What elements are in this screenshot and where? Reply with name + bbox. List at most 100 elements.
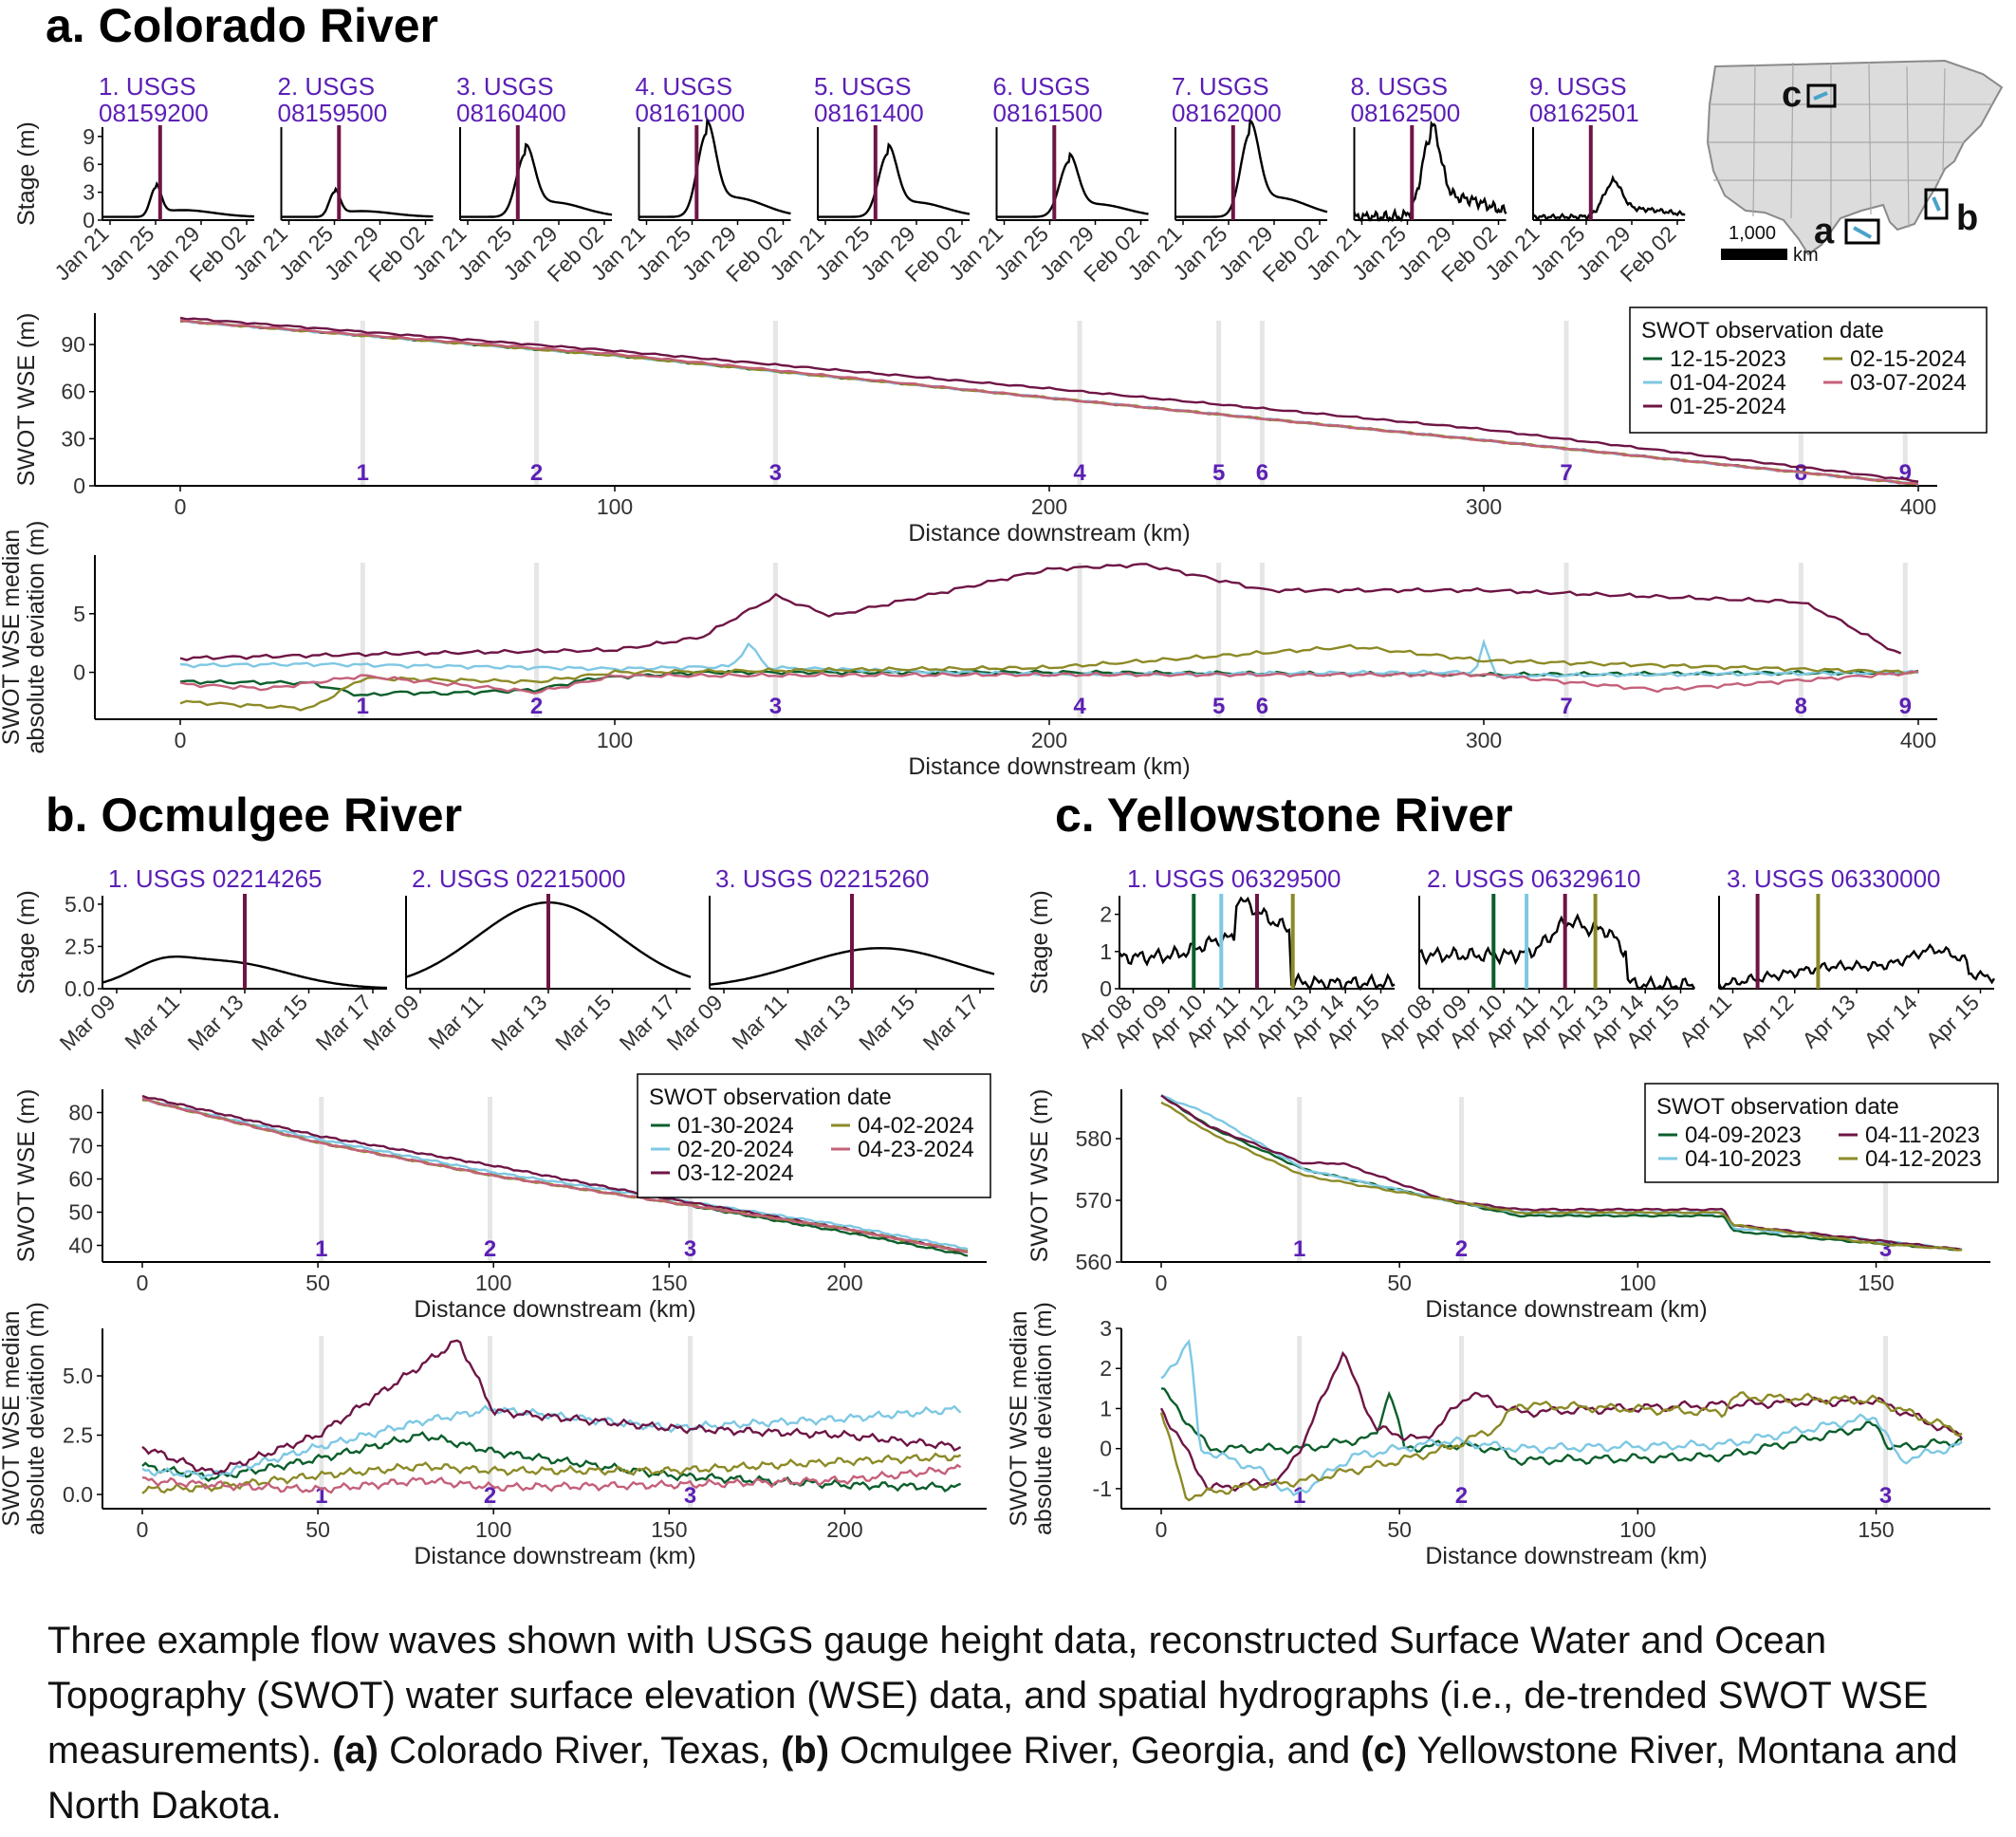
c-stage-1-ytick-label: 2	[1100, 902, 1112, 927]
panel-c-title: c. Yellowstone River	[1055, 789, 1513, 842]
c-mad-gauge-num-1: 1	[1293, 1483, 1305, 1509]
b-stage-1-ytick-label: 0.0	[65, 976, 95, 1001]
c-mad-xtick-label: 150	[1858, 1517, 1894, 1542]
a-mad-series-01-25-2024	[179, 563, 1902, 661]
c-mad-xlabel: Distance downstream (km)	[1425, 1543, 1707, 1569]
a-wse-ytick-label: 60	[61, 380, 85, 404]
a-mad-gauge-num-4: 4	[1073, 694, 1086, 719]
a-gauge-label-2: 2. USGS	[278, 72, 376, 101]
panel-b-title: b. Ocmulgee River	[46, 789, 462, 842]
a-mad-gauge-num-3: 3	[769, 694, 782, 719]
caption-text: Three example flow waves shown with USGS…	[47, 1620, 1929, 1772]
a-gauge-id-3: 08160400	[456, 99, 566, 127]
b-mad-xtick-label: 50	[305, 1517, 330, 1542]
map-label-c: c	[1782, 75, 1802, 115]
a-mad-series-03-07-2024	[179, 670, 1919, 695]
a-wse-gauge-num-7: 7	[1560, 460, 1572, 486]
c-wse-xtick-label: 150	[1858, 1271, 1894, 1295]
a-mad-xtick-label: 200	[1031, 728, 1067, 752]
a-wse-xtick-label: 400	[1900, 494, 1936, 519]
c-stage-3-hydrograph	[1717, 943, 1996, 991]
b-mad-ylabel: SWOT WSE median	[0, 1310, 25, 1526]
a-wse-series-01-25-2024	[179, 316, 1919, 483]
a-wse-legend-label-01-25-2024: 01-25-2024	[1670, 394, 1786, 419]
b-wse-xlabel: Distance downstream (km)	[414, 1296, 695, 1323]
a-mad-gauge-num-7: 7	[1560, 694, 1572, 719]
caption-tag-b: (b)	[780, 1730, 830, 1772]
b-stage-3-xtick-label: Mar 11	[727, 990, 791, 1054]
map-label-a: a	[1814, 212, 1835, 251]
c-mad-gauge-num-3: 3	[1879, 1483, 1892, 1509]
c-mad-series-04-11-2023	[1159, 1350, 1964, 1493]
c-mad-ytick-label: 3	[1100, 1316, 1112, 1341]
b-stage-1-xtick-label: Mar 15	[247, 990, 312, 1055]
c-stage-1-ytick-label: 0	[1100, 976, 1112, 1001]
a-wse-xtick-label: 300	[1466, 494, 1502, 519]
c-wse-xtick-label: 0	[1156, 1271, 1168, 1295]
b-wse-legend-label-03-12-2024: 03-12-2024	[677, 1160, 794, 1186]
a-gauge-label-4: 4. USGS	[636, 72, 733, 101]
c-mad-ytick-label: -1	[1093, 1476, 1112, 1501]
a-wse-legend-label-01-04-2024: 01-04-2024	[1670, 370, 1786, 396]
c-wse-legend-label-04-11-2023: 04-11-2023	[1865, 1123, 1980, 1148]
a-mad-ylabel: SWOT WSE median	[0, 529, 25, 745]
b-wse-ylabel: SWOT WSE (m)	[13, 1089, 40, 1263]
c-wse-ylabel: SWOT WSE (m)	[1026, 1089, 1053, 1263]
c-gauge-label-3: 3. USGS 06330000	[1727, 864, 1941, 893]
c-gauge-label-2: 2. USGS 06329610	[1427, 864, 1641, 893]
a-wse-xtick-label: 0	[175, 494, 187, 519]
c-mad-series-04-12-2023	[1159, 1391, 1963, 1502]
b-stage-1-ytick-label: 5.0	[65, 892, 95, 917]
map-scale-unit: km	[1793, 245, 1819, 266]
a-wse-xtick-label: 200	[1031, 494, 1067, 519]
c-wse-ytick-label: 580	[1076, 1126, 1112, 1151]
a-gauge-id-9: 08162501	[1529, 99, 1639, 127]
caption-tag-a: (a)	[332, 1730, 379, 1772]
a-gauge-id-5: 08161400	[814, 99, 924, 127]
b-wse-legend-label-04-23-2024: 04-23-2024	[858, 1137, 974, 1162]
b-wse-gauge-num-1: 1	[315, 1236, 327, 1262]
c-wse-series-04-11-2023	[1160, 1094, 1963, 1252]
caption-text-a: Colorado River, Texas,	[389, 1730, 770, 1772]
c-wse-legend-label-04-12-2023: 04-12-2023	[1865, 1146, 1982, 1172]
a-wse-ytick-label: 90	[61, 332, 85, 357]
b-wse-legend-title: SWOT observation date	[649, 1085, 892, 1110]
c-wse-legend-box	[1644, 1083, 1999, 1183]
us-map-outline	[1706, 59, 2004, 256]
b-gauge-label-2: 2. USGS 02215000	[412, 864, 626, 893]
a-gauge-id-7: 08162000	[1172, 99, 1282, 127]
c-gauge-label-1: 1. USGS 06329500	[1127, 864, 1341, 893]
b-stage-3-xtick-label: Mar 13	[790, 990, 856, 1055]
state-grid	[1708, 61, 1992, 229]
b-wse-xtick-label: 150	[651, 1271, 687, 1295]
b-wse-legend-label-04-02-2024: 04-02-2024	[858, 1113, 974, 1139]
c-stage-3-xtick-label: Apr 14	[1859, 990, 1921, 1052]
b-wse-ytick-label: 50	[68, 1200, 93, 1225]
a-wse-gauge-num-3: 3	[769, 460, 782, 486]
b-wse-legend-label-01-30-2024: 01-30-2024	[677, 1113, 794, 1139]
c-wse-ytick-label: 570	[1076, 1188, 1112, 1213]
a-mad-ytick-label: 5	[73, 602, 85, 626]
a-mad-xlabel: Distance downstream (km)	[908, 753, 1190, 780]
a-wse-ytick-label: 0	[73, 473, 85, 498]
b-stage-1-ytick-label: 2.5	[65, 934, 95, 958]
c-mad-xtick-label: 100	[1619, 1517, 1655, 1542]
caption-text-b: Ocmulgee River, Georgia, and	[840, 1730, 1351, 1772]
a-gauge-label-3: 3. USGS	[456, 72, 554, 101]
b-gauge-label-3: 3. USGS 02215260	[715, 864, 930, 893]
a-mad-xtick-label: 100	[597, 728, 633, 752]
c-wse-legend-label-04-09-2023: 04-09-2023	[1685, 1123, 1802, 1148]
c-mad-ytick-label: 0	[1100, 1437, 1112, 1461]
c-stage-3-xtick-label: Apr 15	[1921, 990, 1984, 1052]
